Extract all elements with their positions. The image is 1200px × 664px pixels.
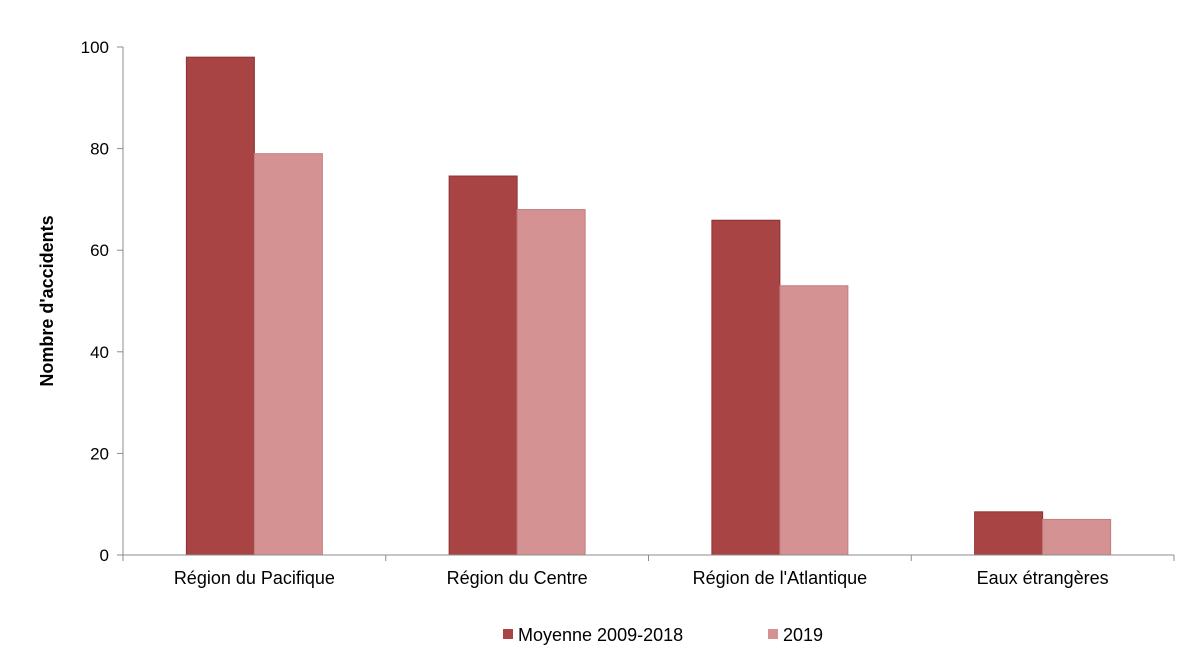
y-tick-label: 20 — [90, 444, 109, 463]
bar-annee-1 — [253, 153, 323, 556]
x-category-label: Région de l'Atlantique — [693, 568, 868, 588]
legend-swatch-2 — [768, 629, 778, 639]
y-axis-title: Nombre d'accidents — [37, 215, 57, 386]
x-category-label: Eaux étrangères — [977, 568, 1109, 588]
legend: Moyenne 2009-2018 2019 — [503, 625, 823, 645]
bar-moyenne-1 — [185, 56, 255, 556]
y-tick-label: 80 — [90, 140, 109, 159]
legend-label-1: Moyenne 2009-2018 — [518, 625, 683, 645]
y-tick-label: 100 — [81, 38, 109, 57]
x-category-label: Région du Pacifique — [174, 568, 335, 588]
bar-annee-2 — [516, 209, 586, 556]
y-tick-label: 40 — [90, 343, 109, 362]
bar-annee-3 — [779, 285, 849, 556]
y-tick-label: 60 — [90, 241, 109, 260]
bar-annee-4 — [1042, 518, 1112, 556]
x-category-label: Région du Centre — [447, 568, 588, 588]
bar-moyenne-4 — [974, 511, 1044, 556]
bar-moyenne-3 — [711, 219, 781, 556]
bar-moyenne-2 — [448, 175, 518, 556]
y-tick-label: 0 — [100, 546, 109, 565]
x-category-labels: Région du Pacifique Région du Centre Régio… — [174, 568, 1109, 588]
legend-swatch-1 — [503, 629, 513, 639]
axes-layer — [122, 47, 1175, 561]
legend-label-2: 2019 — [783, 625, 823, 645]
y-ticks-layer: 0 20 40 60 80 100 — [81, 38, 123, 565]
bars-layer — [185, 56, 1112, 556]
